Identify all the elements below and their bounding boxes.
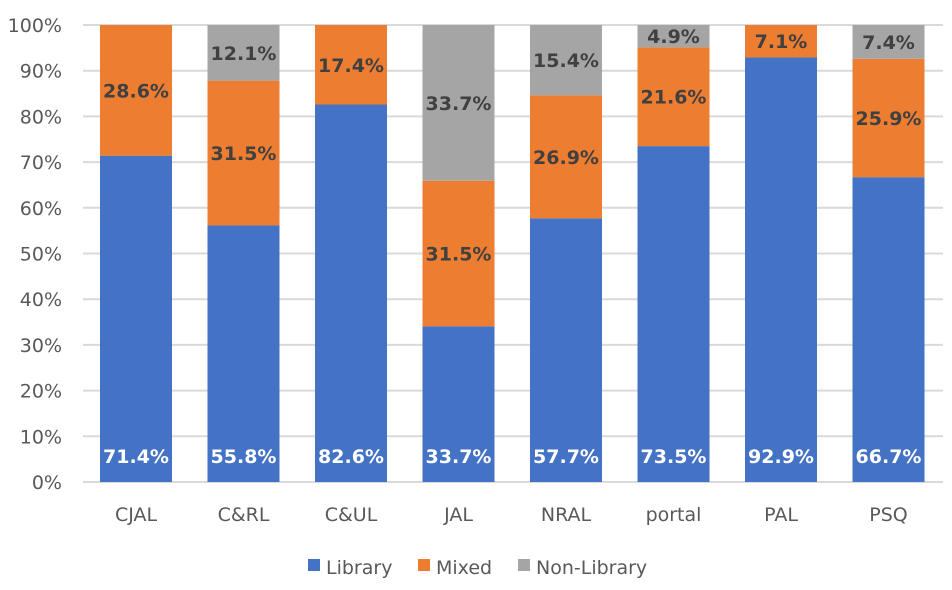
- data-label: 7.4%: [862, 32, 915, 54]
- data-label: 26.9%: [533, 147, 599, 169]
- data-label: 66.7%: [856, 446, 922, 468]
- data-label: 21.6%: [641, 87, 707, 109]
- bar-mixed: [530, 95, 602, 219]
- data-label: 33.7%: [426, 446, 492, 468]
- bar-library: [422, 326, 495, 482]
- data-label: 15.4%: [533, 50, 599, 72]
- data-label: 82.6%: [318, 446, 384, 468]
- data-label: 4.9%: [647, 26, 700, 48]
- legend-swatch: [418, 559, 430, 571]
- data-label: 31.5%: [426, 244, 492, 266]
- y-tick-label: 60%: [20, 198, 62, 220]
- x-tick-label: C&UL: [325, 504, 378, 526]
- y-tick-label: 100%: [8, 15, 62, 37]
- x-tick-label: portal: [646, 504, 702, 526]
- data-label: 71.4%: [103, 446, 169, 468]
- bar-non-library: [530, 25, 602, 96]
- bar-mixed: [207, 80, 280, 226]
- x-tick-label: C&RL: [218, 504, 270, 526]
- data-label: 57.7%: [533, 446, 599, 468]
- bar-library: [745, 57, 817, 483]
- legend-label: Non-Library: [536, 557, 647, 579]
- data-label: 73.5%: [641, 446, 707, 468]
- bar-library: [207, 225, 280, 483]
- x-tick-label: CJAL: [115, 504, 158, 526]
- y-tick-label: 70%: [20, 152, 62, 174]
- x-tick-label: JAL: [443, 504, 473, 526]
- legend-swatch: [308, 559, 320, 571]
- legend-swatch: [518, 559, 530, 571]
- y-tick-label: 10%: [20, 426, 62, 448]
- bar-library: [637, 146, 710, 483]
- bar-mixed: [852, 58, 925, 178]
- y-tick-label: 20%: [20, 381, 62, 403]
- bar-mixed: [422, 180, 495, 327]
- bar-library: [315, 104, 387, 482]
- data-label: 31.5%: [211, 143, 277, 165]
- bar-library: [530, 218, 602, 482]
- y-tick-label: 50%: [20, 244, 62, 266]
- data-label: 92.9%: [748, 446, 814, 468]
- bar-mixed: [100, 25, 172, 156]
- legend-label: Mixed: [436, 557, 492, 579]
- x-tick-label: PAL: [764, 504, 798, 526]
- x-tick-label: NRAL: [541, 504, 592, 526]
- bar-non-library: [852, 25, 925, 59]
- bar-mixed: [315, 25, 387, 105]
- data-label: 55.8%: [211, 446, 277, 468]
- bar-non-library: [422, 25, 495, 181]
- bar-library: [100, 155, 172, 482]
- data-label: 7.1%: [755, 31, 808, 53]
- data-label: 25.9%: [856, 108, 922, 130]
- legend-label: Library: [326, 557, 392, 579]
- y-tick-label: 80%: [20, 106, 62, 128]
- data-label: 28.6%: [103, 80, 169, 102]
- data-label: 12.1%: [211, 43, 277, 65]
- y-tick-label: 0%: [32, 472, 62, 494]
- y-tick-label: 40%: [20, 289, 62, 311]
- x-tick-label: PSQ: [869, 504, 907, 526]
- bar-library: [852, 177, 925, 482]
- bar-non-library: [637, 25, 710, 48]
- bar-non-library: [207, 25, 280, 81]
- y-tick-label: 90%: [20, 61, 62, 83]
- bar-mixed: [637, 47, 710, 147]
- bar-mixed: [745, 25, 817, 58]
- y-tick-label: 30%: [20, 335, 62, 357]
- data-label: 17.4%: [318, 55, 384, 77]
- data-label: 33.7%: [426, 93, 492, 115]
